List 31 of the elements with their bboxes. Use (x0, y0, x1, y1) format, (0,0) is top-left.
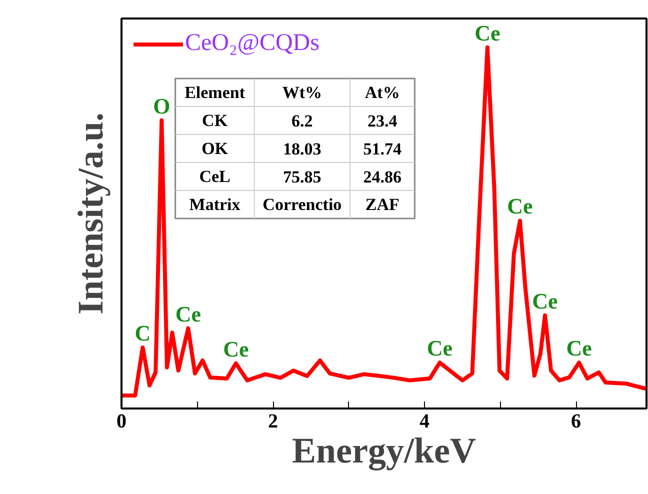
annotation: Ce (566, 336, 592, 361)
annotation: Correnctio (262, 195, 342, 214)
annotation: Wt% (282, 82, 322, 102)
x-tick-label: 4 (420, 410, 430, 432)
annotation: Ce (474, 20, 500, 46)
annotation: C (134, 320, 151, 346)
x-axis-title: Energy/keV (292, 430, 476, 470)
annotation: Ce (175, 301, 202, 326)
annotation: CeL (199, 167, 230, 186)
annotation: Ce (426, 336, 453, 361)
annotation: Ce (532, 288, 558, 314)
y-axis-title: Intensity/a.u. (70, 112, 110, 315)
legend-label: CeO₂@CQDs (185, 30, 320, 57)
annotation: Ce (223, 336, 249, 362)
annotation: CK (202, 110, 228, 130)
annotation: OK (202, 139, 229, 158)
annotation: O (153, 93, 170, 118)
annotation: 6.2 (292, 111, 313, 130)
annotation: 51.74 (363, 140, 402, 158)
annotation: ZAF (365, 195, 400, 214)
annotation: At% (364, 82, 400, 102)
annotation: Element (184, 82, 246, 102)
x-tick-label: 6 (571, 410, 582, 432)
annotation: 75.85 (283, 168, 322, 187)
annotation: Ce (507, 194, 534, 219)
annotation: 23.4 (367, 111, 398, 130)
annotation: Matrix (189, 195, 241, 214)
annotation: 24.86 (363, 168, 402, 187)
x-tick-label: 2 (268, 410, 278, 432)
x-tick-label: 0 (116, 410, 126, 432)
annotation: 18.03 (283, 140, 322, 158)
